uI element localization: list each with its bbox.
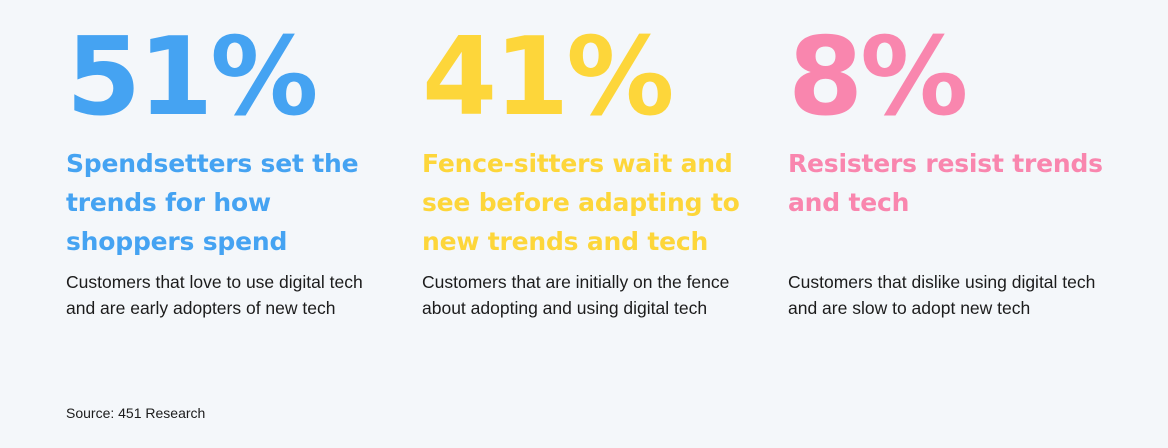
stat-percent: 8%: [788, 15, 968, 140]
stat-resisters: 8% Resisters resist trends and tech Cust…: [788, 22, 1108, 321]
source-note: Source: 451 Research: [66, 405, 206, 421]
stat-fence-sitters: 41% Fence-sitters wait and see before ad…: [422, 22, 752, 321]
stat-description: Customers that dislike using digital tec…: [788, 272, 1096, 318]
stat-headline: Spendsetters set the trends for how shop…: [66, 149, 359, 256]
stat-headline: Fence-sitters wait and see before adapti…: [422, 149, 740, 256]
stat-headline: Resisters resist trends and tech: [788, 149, 1103, 217]
stat-percent: 41%: [422, 15, 675, 140]
stat-percent: 51%: [66, 15, 319, 140]
stat-description: Customers that are initially on the fenc…: [422, 272, 730, 318]
stat-spendsetters: 51% Spendsetters set the trends for how …: [66, 22, 366, 321]
stat-description: Customers that love to use digital tech …: [66, 272, 363, 318]
